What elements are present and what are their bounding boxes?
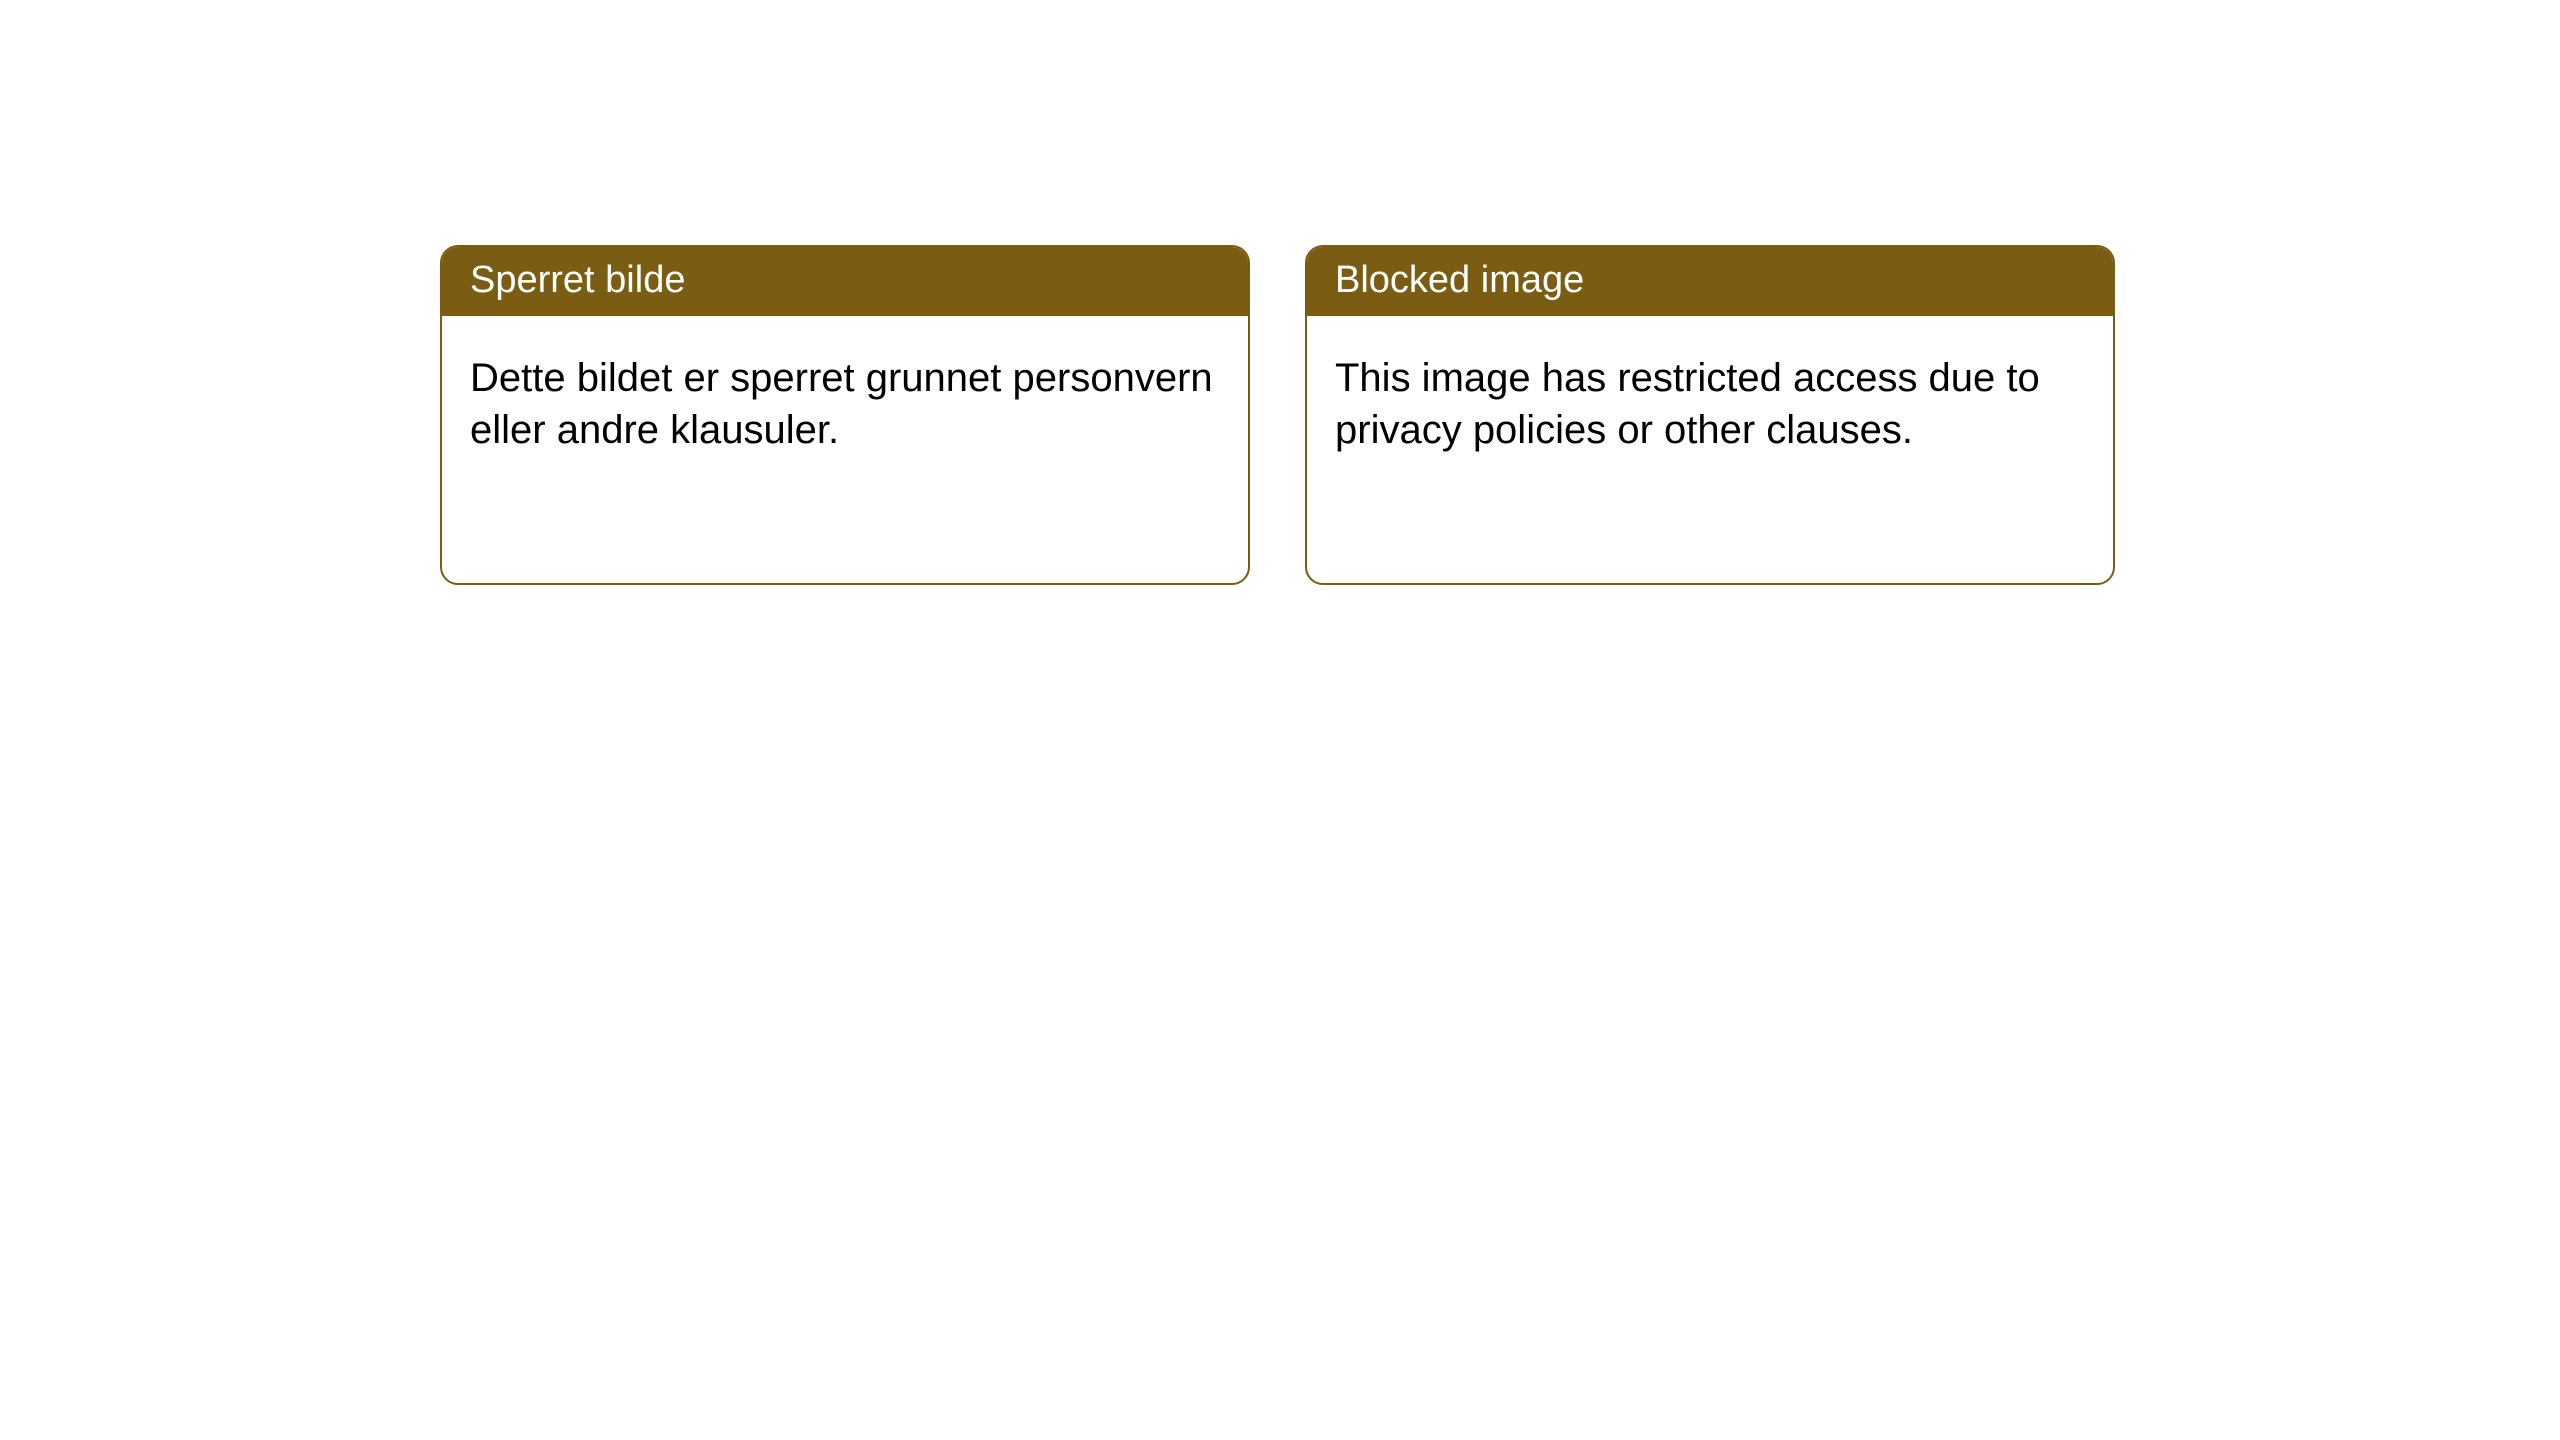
notice-card-body: This image has restricted access due to … <box>1307 316 2113 492</box>
notice-card-title: Sperret bilde <box>442 247 1248 316</box>
notice-cards-container: Sperret bilde Dette bildet er sperret gr… <box>440 245 2115 585</box>
notice-card-norwegian: Sperret bilde Dette bildet er sperret gr… <box>440 245 1250 585</box>
notice-card-english: Blocked image This image has restricted … <box>1305 245 2115 585</box>
notice-card-body: Dette bildet er sperret grunnet personve… <box>442 316 1248 492</box>
notice-card-title: Blocked image <box>1307 247 2113 316</box>
